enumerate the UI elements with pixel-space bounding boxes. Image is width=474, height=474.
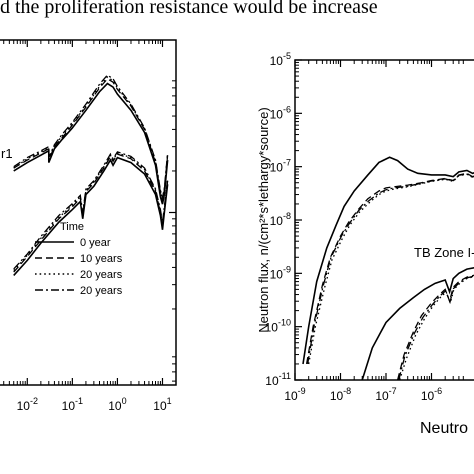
right-series-upper-solid bbox=[302, 156, 474, 365]
left-x-tick-label: 10-2 bbox=[17, 396, 38, 413]
right-x-tick-label: 10-9 bbox=[284, 386, 305, 403]
right-series-lower-dashdot bbox=[398, 275, 474, 380]
right-series-lower-solid bbox=[361, 266, 474, 380]
right-plot-frame bbox=[294, 59, 474, 381]
left-series-lower-solid bbox=[13, 156, 169, 276]
left-series-lower-dash bbox=[13, 153, 169, 273]
right-x-axis-label: Neutro bbox=[420, 420, 468, 437]
legend-title: Time bbox=[60, 221, 84, 233]
left-series-upper-dot bbox=[13, 76, 169, 200]
right-y-axis-label: Neutron flux, n/(cm²*s*lethargy*source) bbox=[256, 107, 271, 332]
right-y-tick-label: 10-9 bbox=[270, 264, 291, 281]
legend-entry-label: 20 years bbox=[80, 285, 123, 297]
right-y-tick-label: 10-10 bbox=[265, 318, 291, 335]
figure-caption: d the proliferation resistance would be … bbox=[0, 0, 378, 18]
left-x-tick-label: 10-1 bbox=[62, 396, 83, 413]
left-annotation: r1 bbox=[1, 146, 13, 161]
right-chart-panel: 10-9 10-8 10-7 10-610-510-610-710-810-910-1… bbox=[256, 51, 474, 437]
right-series-upper-dash bbox=[305, 172, 474, 365]
left-x-tick-label: 101 bbox=[153, 396, 171, 413]
left-chart-panel: 10-2 10-1 100 101 r1 Time 0 year 10 years 20 yea… bbox=[0, 39, 177, 413]
right-series-upper-dashdot bbox=[307, 173, 474, 365]
left-legend: Time 0 year 10 years 20 years 20 years bbox=[35, 221, 123, 297]
legend-entry-label: 20 years bbox=[80, 269, 123, 281]
right-y-tick-label: 10-6 bbox=[270, 104, 291, 121]
legend-entry-label: 10 years bbox=[80, 253, 123, 265]
right-x-tick-label: 10-6 bbox=[421, 386, 442, 403]
left-series-upper-dash bbox=[13, 78, 169, 201]
left-plot-frame bbox=[0, 39, 177, 386]
legend-entry-label: 0 year bbox=[80, 237, 111, 249]
left-series-lower-dashdot bbox=[13, 151, 169, 270]
right-y-tick-label: 10-5 bbox=[270, 51, 291, 68]
left-x-tick-label: 100 bbox=[108, 396, 126, 413]
right-x-tick-label: 10-8 bbox=[330, 386, 351, 403]
right-annotation: TB Zone I- bbox=[414, 245, 474, 260]
right-y-tick-label: 10-11 bbox=[265, 371, 291, 388]
right-series-lower-dot bbox=[399, 275, 474, 380]
left-series-lower-dot bbox=[13, 152, 169, 271]
right-series-upper-dot bbox=[308, 173, 474, 365]
right-y-tick-label: 10-8 bbox=[270, 211, 291, 228]
right-y-tick-label: 10-7 bbox=[270, 158, 291, 175]
right-x-tick-label: 10-7 bbox=[375, 386, 396, 403]
left-series-upper-dashdot bbox=[13, 74, 169, 198]
right-series-lower-dash bbox=[396, 274, 474, 380]
